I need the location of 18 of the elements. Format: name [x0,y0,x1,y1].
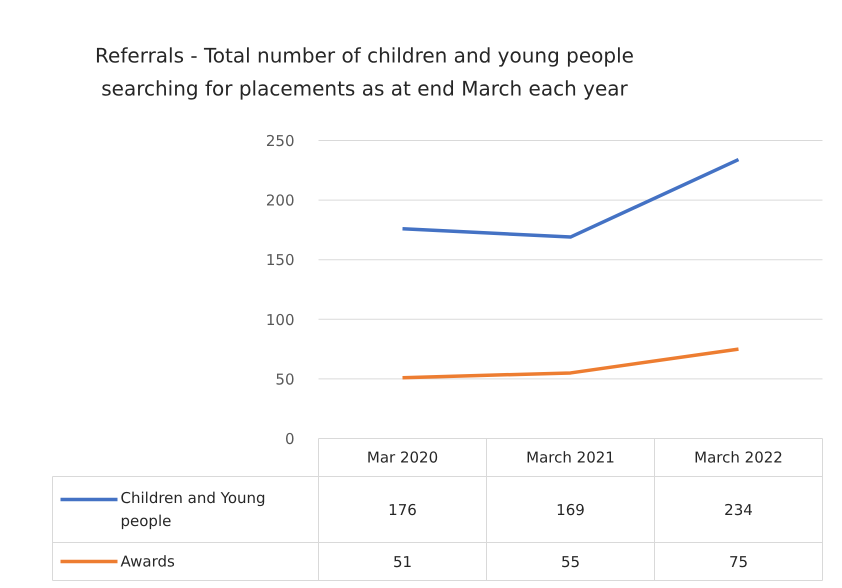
y-tick-label: 50 [275,370,295,388]
data-label: 234 [724,501,753,519]
legend-label: Awards [120,552,176,570]
data-label: 169 [556,501,585,519]
data-label: 176 [388,501,417,519]
data-label: 75 [728,553,748,571]
x-tick-label: Mar 2020 [366,448,438,466]
x-tick-label: March 2022 [694,448,783,466]
x-tick-label: March 2021 [526,448,615,466]
data-label: 51 [392,553,412,571]
chart-title: Referrals - Total number of children and young people searching for placements as at end March each year [95,44,634,100]
data-label: 55 [560,553,580,571]
legend-label: Children and Young people [120,488,266,530]
y-tick-label: 150 [266,251,295,270]
y-tick-label: 100 [266,310,295,329]
y-tick-label: 200 [266,192,295,210]
y-tick-label: 250 [266,132,295,150]
y-tick-label: 0 [284,430,295,448]
